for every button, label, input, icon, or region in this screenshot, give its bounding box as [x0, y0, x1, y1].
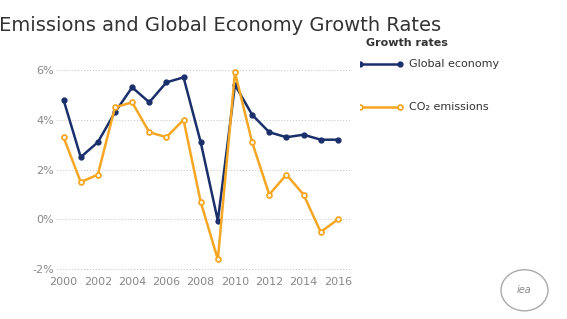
Text: Growth rates: Growth rates: [366, 38, 447, 48]
Text: CO₂ Emissions and Global Economy Growth Rates: CO₂ Emissions and Global Economy Growth …: [0, 16, 441, 35]
Text: iea: iea: [517, 285, 532, 295]
Text: Global economy: Global economy: [409, 59, 499, 69]
Text: CO₂ emissions: CO₂ emissions: [409, 102, 489, 112]
